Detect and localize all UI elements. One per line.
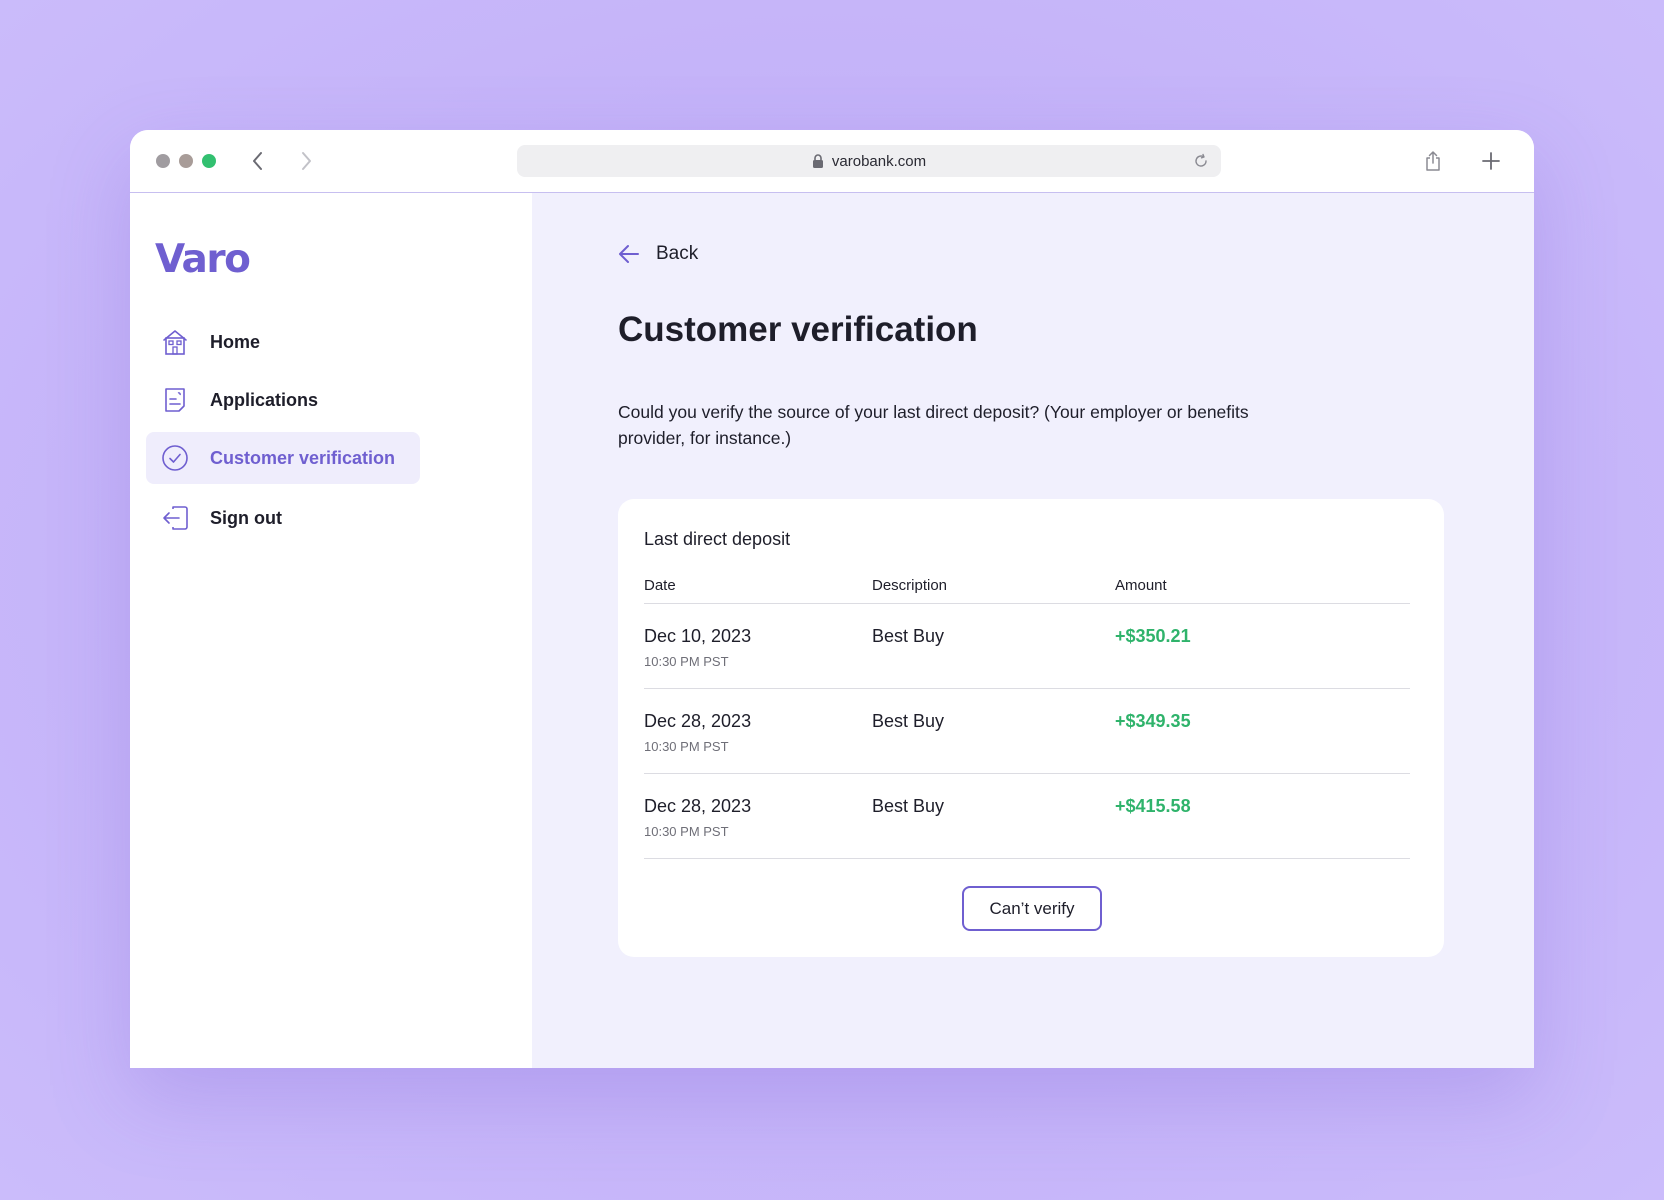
card-title: Last direct deposit <box>644 529 791 549</box>
new-tab-button[interactable] <box>1476 146 1506 176</box>
row-date: Dec 28, 2023 <box>644 796 752 816</box>
row-time: 10:30 PM PST <box>644 739 729 754</box>
row-date: Dec 28, 2023 <box>644 711 752 731</box>
row-date: Dec 10, 2023 <box>644 626 752 646</box>
sidebar-item-label: Customer verification <box>210 447 396 468</box>
browser-back-button[interactable] <box>244 146 272 176</box>
browser-forward-button[interactable] <box>292 146 320 176</box>
table-header: Date Description Amount <box>644 577 1410 604</box>
row-time: 10:30 PM PST <box>644 654 729 669</box>
sidebar-item-label: Sign out <box>210 507 282 528</box>
intro-text: Could you verify the source of your last… <box>618 402 1249 448</box>
forward-arrow-icon <box>302 152 311 170</box>
row-description: Best Buy <box>872 796 945 816</box>
sidebar-item-home[interactable]: Home <box>146 316 420 368</box>
url-text: varobank.com <box>831 152 927 170</box>
table-row: Dec 10, 2023 10:30 PM PST Best Buy +$350… <box>644 604 1410 689</box>
row-amount: +$350.21 <box>1115 626 1191 646</box>
reload-icon[interactable] <box>1193 153 1209 169</box>
document-icon <box>160 385 190 415</box>
column-header-description: Description <box>872 577 948 594</box>
sidebar-item-label: Home <box>210 331 261 352</box>
column-header-amount: Amount <box>1115 577 1167 594</box>
table-row: Dec 28, 2023 10:30 PM PST Best Buy +$415… <box>644 774 1410 859</box>
home-icon <box>160 327 190 357</box>
sidebar-item-label: Applications <box>210 389 319 410</box>
address-bar[interactable]: varobank.com <box>517 145 1221 177</box>
plus-icon <box>1482 152 1500 170</box>
table-row: Dec 28, 2023 10:30 PM PST Best Buy +$349… <box>644 689 1410 774</box>
back-arrow-icon <box>619 245 639 263</box>
row-amount: +$415.58 <box>1115 796 1191 816</box>
sign-out-icon <box>160 503 190 533</box>
sidebar-item-sign-out[interactable]: Sign out <box>146 492 420 544</box>
row-amount: +$349.35 <box>1115 711 1191 731</box>
back-link[interactable]: Back <box>618 243 698 265</box>
varo-logo[interactable]: Varo <box>155 237 251 282</box>
row-description: Best Buy <box>872 711 945 731</box>
column-header-date: Date <box>644 577 676 594</box>
row-time: 10:30 PM PST <box>644 824 729 839</box>
browser-toolbar: varobank.com <box>130 130 1534 193</box>
back-label: Back <box>656 243 699 264</box>
window-minimize-dot[interactable] <box>179 154 193 168</box>
lock-icon <box>812 154 823 168</box>
cant-verify-button[interactable]: Can’t verify <box>962 886 1102 931</box>
sidebar-item-applications[interactable]: Applications <box>146 374 420 426</box>
share-icon <box>1426 151 1440 171</box>
check-circle-icon <box>160 443 190 473</box>
deposit-card: Last direct deposit Date Description Amo… <box>618 499 1444 957</box>
back-arrow-icon <box>253 152 262 170</box>
sidebar: Varo Home Applications Customer verifica… <box>130 193 532 1068</box>
browser-window: varobank.com Varo Home Applications <box>130 130 1534 1068</box>
deposit-table: Dec 10, 2023 10:30 PM PST Best Buy +$350… <box>644 604 1410 859</box>
sidebar-item-customer-verification[interactable]: Customer verification <box>146 432 420 484</box>
main-content: Back Customer verification Could you ver… <box>532 193 1534 1068</box>
window-close-dot[interactable] <box>156 154 170 168</box>
row-description: Best Buy <box>872 626 945 646</box>
page-title: Customer verification <box>618 310 978 349</box>
window-zoom-dot[interactable] <box>202 154 216 168</box>
share-button[interactable] <box>1418 146 1448 176</box>
